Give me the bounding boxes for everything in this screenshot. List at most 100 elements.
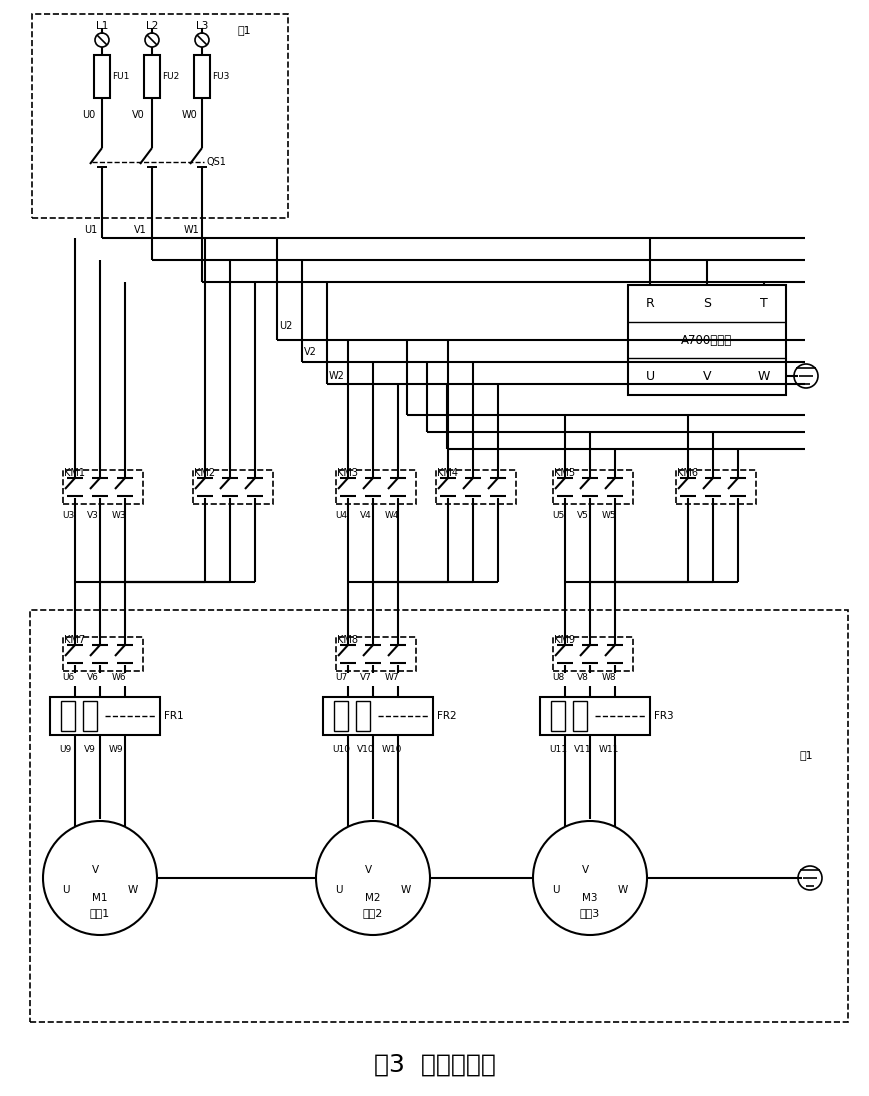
Text: V2: V2 [303,347,316,357]
Text: W4: W4 [385,511,399,520]
Text: U3: U3 [62,511,74,520]
Text: U1: U1 [84,225,97,235]
Text: U: U [645,369,653,383]
Text: FU1: FU1 [112,72,129,81]
Bar [435,470,515,504]
Circle shape [533,821,647,935]
Text: 水朷3: 水朷3 [580,907,600,918]
Text: S: S [702,297,710,309]
Text: QS1: QS1 [207,157,227,167]
Text: W0: W0 [182,110,197,119]
Text: V4: V4 [360,511,371,520]
Text: KM1: KM1 [64,468,85,478]
Bar [553,637,633,671]
Text: W1: W1 [183,225,200,235]
Text: V: V [364,865,371,875]
Text: R: R [645,297,653,309]
Text: U10: U10 [332,745,349,754]
Text: W11: W11 [599,745,619,754]
Text: A700变频器: A700变频器 [680,333,732,346]
Bar [144,55,160,98]
Bar [540,697,649,735]
Text: U: U [335,884,342,895]
Text: KM7: KM7 [64,635,85,646]
Text: T: T [760,297,767,309]
Text: V10: V10 [356,745,375,754]
Text: U11: U11 [548,745,567,754]
Bar [627,285,785,395]
Text: W: W [757,369,769,383]
Bar [32,14,288,218]
Bar [334,701,348,731]
Text: W: W [401,884,411,895]
Text: 水朷1: 水朷1 [90,907,110,918]
Circle shape [43,821,156,935]
Text: KM3: KM3 [336,468,357,478]
Text: V1: V1 [134,225,147,235]
Bar [355,701,369,731]
Text: V8: V8 [576,674,588,683]
Text: W3: W3 [112,511,127,520]
Text: M1: M1 [92,893,108,903]
Text: U2: U2 [279,321,292,331]
Bar [193,470,273,504]
Text: V9: V9 [84,745,96,754]
Text: KM4: KM4 [436,468,457,478]
Bar [335,470,415,504]
Bar [335,637,415,671]
Text: U9: U9 [59,745,71,754]
Text: V6: V6 [87,674,99,683]
Text: KM2: KM2 [194,468,215,478]
Text: FR2: FR2 [436,711,456,721]
Text: L1: L1 [96,21,108,31]
Text: 水朷2: 水朷2 [362,907,382,918]
Text: W6: W6 [112,674,127,683]
Text: W10: W10 [381,745,401,754]
Text: 图3  系统主电路: 图3 系统主电路 [374,1053,495,1077]
Text: L3: L3 [196,21,208,31]
Text: W2: W2 [328,372,344,381]
Bar [553,470,633,504]
Bar [30,610,847,1021]
Text: W: W [128,884,138,895]
Bar [194,55,209,98]
Text: U0: U0 [82,110,95,119]
Text: W: W [617,884,627,895]
Text: U: U [62,884,70,895]
Bar [94,55,109,98]
Text: V3: V3 [87,511,99,520]
Text: KM8: KM8 [336,635,357,646]
Text: U5: U5 [551,511,564,520]
Bar [63,470,143,504]
Text: 注1: 注1 [799,750,813,760]
Text: V0: V0 [132,110,144,119]
Text: 注1: 注1 [238,25,251,35]
Text: W7: W7 [385,674,399,683]
Text: W5: W5 [601,511,616,520]
Text: M2: M2 [365,893,381,903]
Text: L2: L2 [146,21,158,31]
Text: U8: U8 [551,674,564,683]
Bar [50,697,160,735]
Text: M3: M3 [581,893,597,903]
Text: V: V [702,369,711,383]
Text: U4: U4 [335,511,347,520]
Text: FR3: FR3 [653,711,673,721]
Text: V: V [91,865,98,875]
Text: U6: U6 [62,674,74,683]
Bar [573,701,587,731]
Bar [550,701,564,731]
Bar [675,470,755,504]
Circle shape [315,821,429,935]
Text: W8: W8 [601,674,616,683]
Text: KM6: KM6 [676,468,697,478]
Text: FR1: FR1 [164,711,183,721]
Text: KM9: KM9 [554,635,574,646]
Bar [61,701,75,731]
Bar [83,701,96,731]
Text: U7: U7 [335,674,347,683]
Bar [63,637,143,671]
Bar [322,697,433,735]
Text: U: U [551,884,559,895]
Text: W9: W9 [109,745,123,754]
